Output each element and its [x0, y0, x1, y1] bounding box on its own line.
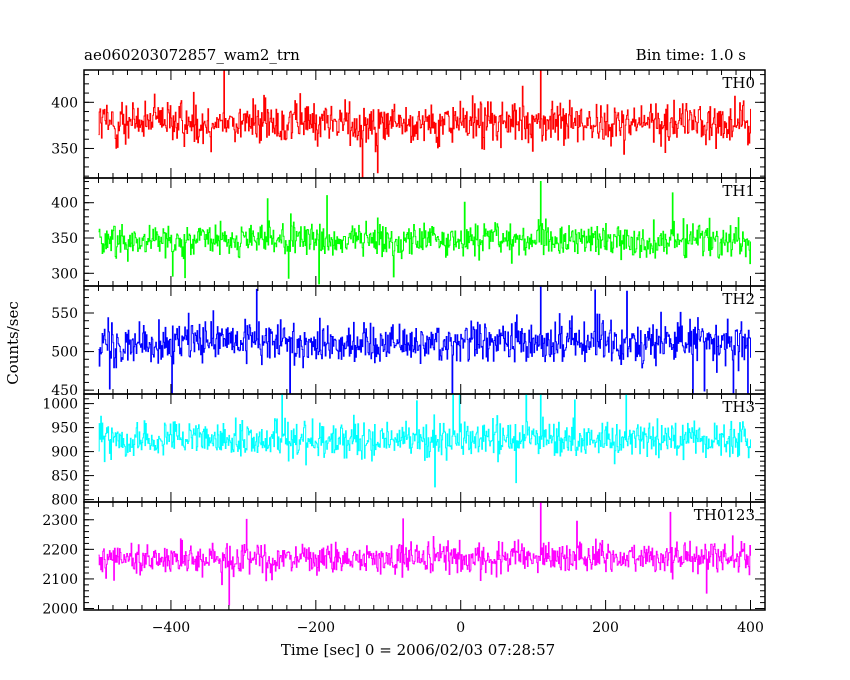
x-tick-label: −200: [297, 620, 335, 636]
y-tick-label: 850: [51, 469, 78, 485]
y-tick-label: 950: [51, 421, 78, 437]
x-axis-label: Time [sec] 0 = 2006/02/03 07:28:57: [281, 641, 555, 659]
x-axis: −400 −200 0 200 400: [152, 620, 764, 636]
y-tick-label: 800: [51, 493, 78, 509]
y-tick-label: 2000: [42, 602, 78, 618]
chart-title: ae060203072857_wam2_trn: [84, 46, 300, 64]
y-tick-label: 550: [51, 306, 78, 322]
panel-th2: 450 500 550 TH2: [51, 285, 766, 399]
y-tick-label: 450: [51, 383, 78, 399]
y-tick-label: 350: [51, 141, 78, 157]
panel-frame: [83, 501, 766, 611]
y-tick-label: 1000: [42, 397, 78, 413]
panel-th1: 300 350 400 TH1: [51, 177, 766, 287]
series-line-th3: [98, 394, 751, 488]
series-line-th0: [98, 70, 751, 178]
y-tick-label: 500: [51, 345, 78, 361]
series-line-th0123: [98, 502, 751, 606]
y-axis-label: Counts/sec: [4, 301, 22, 385]
panels: 350 400 TH0 300 350 400 TH1 450 500 550 TH2 800 850 9…: [42, 69, 766, 618]
x-tick-label: −400: [152, 620, 190, 636]
y-tick-label: 350: [51, 231, 78, 247]
series-line-th1: [98, 181, 751, 285]
y-tick-label: 2100: [42, 572, 78, 588]
panel-label: TH0: [722, 74, 755, 92]
panel-th0: 350 400 TH0: [51, 69, 766, 179]
x-tick-label: 200: [592, 620, 619, 636]
panel-label: TH3: [722, 398, 755, 416]
y-tick-label: 400: [51, 196, 78, 212]
y-tick-label: 2300: [42, 513, 78, 529]
series-line-th2: [98, 286, 751, 394]
panel-label: TH0123: [694, 506, 755, 524]
y-tick-label: 300: [51, 266, 78, 282]
y-tick-label: 2200: [42, 542, 78, 558]
panel-label: TH1: [722, 182, 755, 200]
y-tick-label: 400: [51, 95, 78, 111]
panel-th3: 800 850 900 950 1000 TH3: [42, 393, 766, 509]
y-tick-label: 900: [51, 445, 78, 461]
panel-label: TH2: [722, 290, 755, 308]
x-tick-label: 0: [456, 620, 465, 636]
x-tick-label: 400: [737, 620, 764, 636]
panel-th0123: 2000 2100 2200 2300 TH0123: [42, 501, 766, 618]
bin-time-label: Bin time: 1.0 s: [636, 46, 746, 64]
